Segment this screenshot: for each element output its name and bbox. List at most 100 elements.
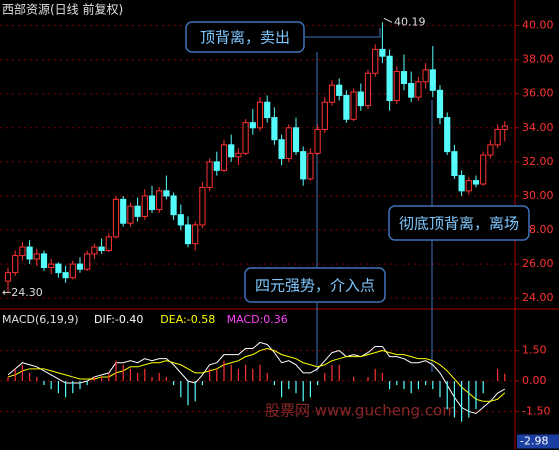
y-tick-label: 1.50 (522, 344, 547, 357)
candle-body (4, 272, 12, 282)
candle-body (213, 161, 220, 171)
candle-body (98, 246, 105, 251)
candle-body (357, 91, 364, 107)
candle-body (422, 69, 429, 83)
candle-body (256, 101, 264, 129)
annotation-text: 四元强势，介入点 (255, 277, 375, 295)
marks: 24.00 26.00 28.00 30.00 32.00 34.00 36.00 38.00… (2, 15, 559, 449)
candle-body (343, 94, 350, 120)
candle-body (148, 195, 156, 211)
candle-body (19, 246, 26, 257)
pointer-line (305, 28, 381, 38)
candle-body (84, 253, 91, 270)
annotation-text: 彻底顶背离，离场 (399, 215, 519, 233)
y-tick-label: 36.00 (522, 87, 554, 100)
candle-body (120, 198, 127, 224)
candle-body (40, 253, 48, 269)
candle-body (393, 71, 400, 102)
candle-body (372, 48, 379, 74)
candle-body (249, 122, 256, 129)
candle-body (350, 91, 357, 120)
annotation: 四元强势，介入点 (244, 267, 386, 303)
watermark: 股票网 www.gucheng.com (265, 402, 457, 420)
candle-body (314, 128, 321, 154)
candle-body (184, 224, 192, 245)
y-tick-label: 32.00 (522, 155, 554, 168)
candle-body (228, 144, 235, 158)
candle-body (458, 175, 465, 192)
candle-body (156, 190, 163, 211)
y-tick-label: 0.00 (522, 374, 547, 387)
y-tick-label: 40.00 (522, 19, 554, 32)
candle-body (91, 246, 98, 255)
candle-body (400, 71, 408, 84)
y-tick-label: 34.00 (522, 121, 554, 134)
legend-entry: DIF:-0.40 (94, 313, 143, 326)
candle-body (436, 89, 444, 119)
current-marker-label: -2.98 (520, 434, 548, 447)
candle-body (12, 255, 19, 274)
candle-body (307, 152, 314, 180)
candle-body (33, 253, 40, 260)
annotation: 顶背离，卖出 (185, 21, 305, 53)
candle-body (364, 72, 372, 107)
candle-body (408, 82, 415, 98)
candle-body (429, 69, 436, 91)
candle-body (278, 139, 285, 159)
candle-body (451, 151, 458, 177)
high-label: 40.19 (394, 15, 426, 28)
candle-body (170, 195, 177, 216)
candle-body (112, 198, 120, 238)
candle-body (292, 127, 300, 153)
candle-body (386, 55, 393, 102)
candle-body (199, 186, 206, 226)
candle-body (264, 101, 271, 119)
macd-title: MACD(6,19,9) (2, 313, 79, 326)
candle-body (220, 144, 228, 171)
candle-body (62, 272, 69, 279)
annotation: 彻底顶背离，离场 (388, 205, 530, 241)
candle-body (379, 48, 386, 57)
candle-body (487, 144, 494, 156)
candle-body (141, 195, 148, 217)
candle-body (105, 236, 112, 251)
annotation-text: 顶背离，卖出 (200, 29, 290, 47)
macd-line (7, 348, 506, 402)
candle-body (328, 84, 336, 103)
candle-body (127, 205, 134, 224)
candle-body (415, 81, 422, 98)
y-tick-label: 30.00 (522, 189, 554, 202)
candle-body (206, 161, 213, 188)
candle-body (321, 101, 328, 130)
candle-body (242, 122, 249, 154)
legend-entry: MACD:0.36 (227, 313, 288, 326)
y-tick-label: 26.00 (522, 257, 554, 270)
candle-body (444, 117, 451, 153)
legend-entry: DEA:-0.58 (160, 313, 215, 326)
candle-body (55, 263, 62, 274)
current-marker-box (517, 434, 559, 449)
candle-body (134, 205, 141, 217)
candle-body (480, 154, 487, 185)
candle-body (163, 190, 170, 197)
macd-header: MACD(6,19,9) DIF:-0.40 DEA:-0.58 MACD:0.36 (2, 313, 288, 326)
y-tick-label: -1.50 (522, 404, 550, 417)
chart-title: 西部资源(日线 前复权) (2, 2, 123, 17)
candle-body (48, 263, 55, 269)
candle-body (76, 263, 84, 270)
high-pointer (383, 17, 393, 23)
candle-body (501, 125, 508, 130)
candle-body (300, 151, 307, 180)
candle-body (26, 246, 33, 260)
candle-body (271, 117, 278, 141)
candle-body (177, 214, 184, 226)
candle-body (494, 128, 501, 146)
candle-body (465, 180, 472, 192)
candle-body (472, 180, 480, 185)
candle-body (192, 224, 199, 245)
candle-body (235, 152, 242, 158)
y-tick-label: 38.00 (522, 53, 554, 66)
y-tick-label: 28.00 (522, 223, 554, 236)
y-tick-label: 24.00 (522, 291, 554, 304)
